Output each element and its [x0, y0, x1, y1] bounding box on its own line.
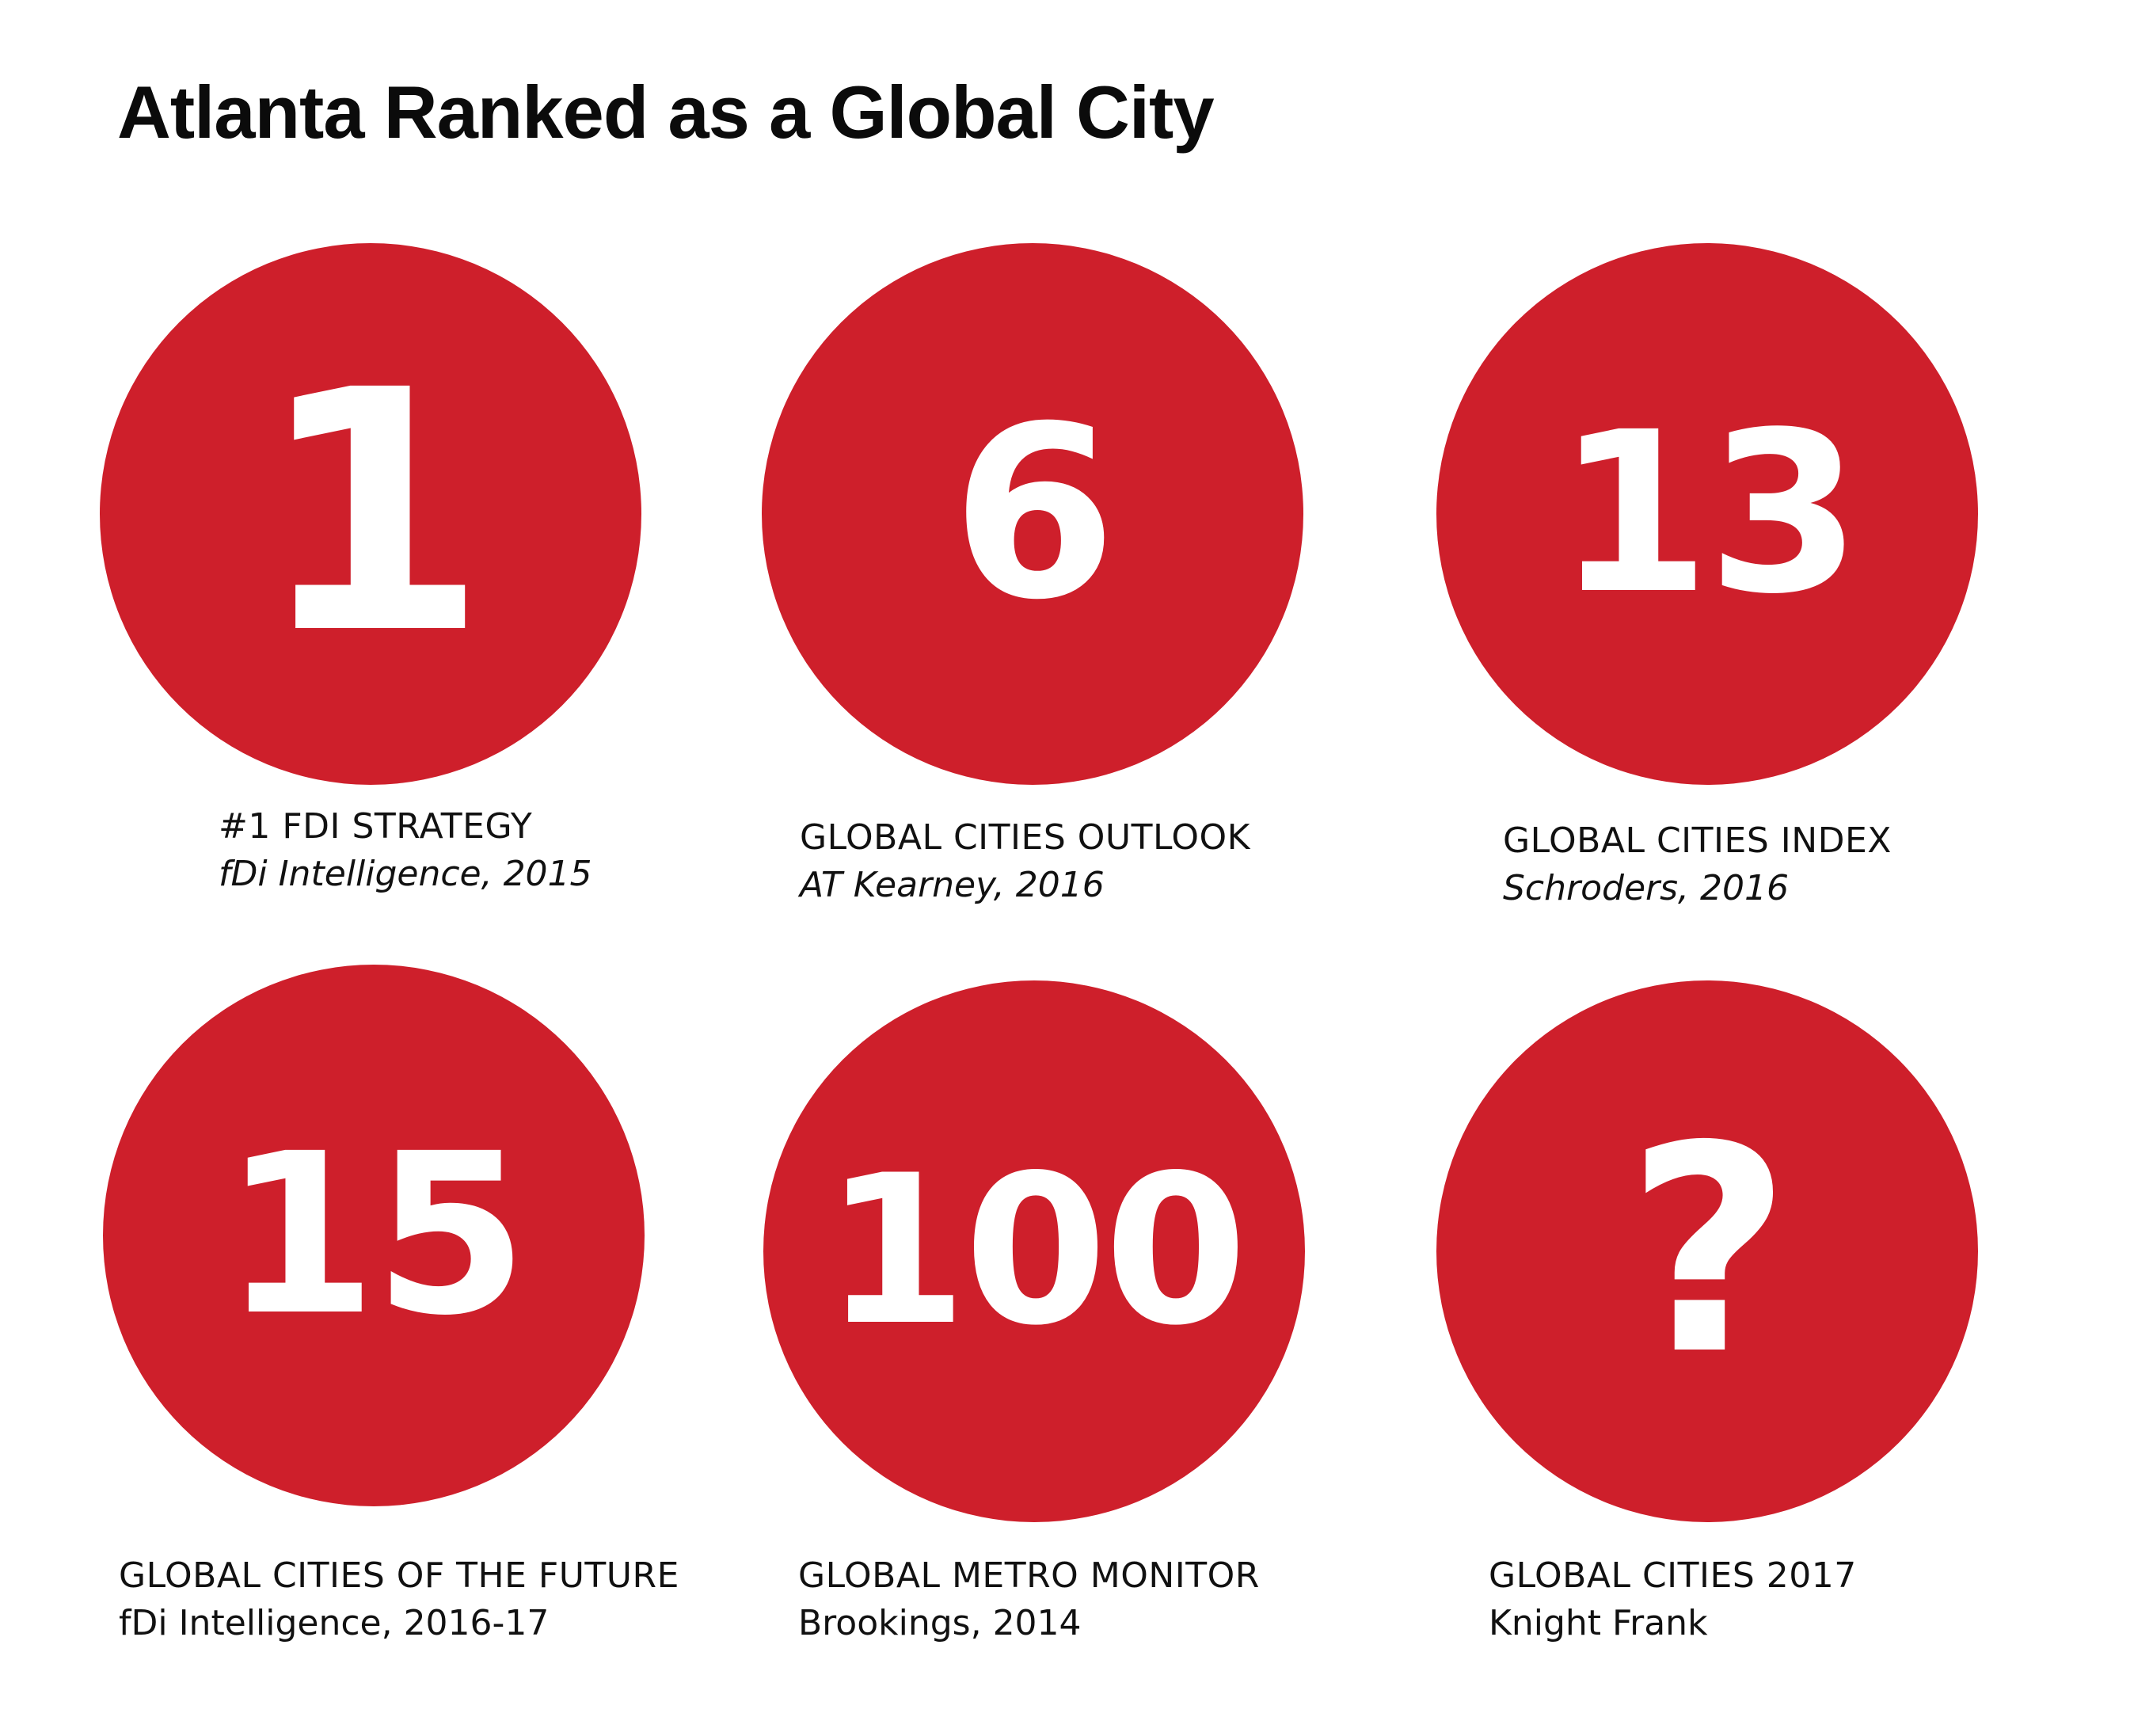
ranking-source: Schroders, 2016	[1503, 868, 1789, 908]
rank-circle-global-cities-2017: ?	[1436, 980, 1978, 1522]
ranking-caption-global-cities-of-the-future: GLOBAL CITIES OF THE FUTURE fDi Intellig…	[119, 1552, 679, 1647]
ranking-caption-global-metro-monitor: GLOBAL METRO MONITOR Brookings, 2014	[798, 1552, 1260, 1647]
ranking-title: GLOBAL CITIES OUTLOOK	[800, 817, 1251, 858]
ranking-source: fDi Intelligence, 2016-17	[119, 1603, 550, 1643]
ranking-caption-global-cities-2017: GLOBAL CITIES 2017 Knight Frank	[1489, 1552, 1857, 1647]
rank-number: 6	[951, 375, 1117, 652]
rank-circle-global-cities-index: 13	[1436, 243, 1978, 785]
ranking-title: #1 FDI STRATEGY	[219, 806, 533, 847]
rank-number: 1	[256, 320, 488, 707]
ranking-source: Knight Frank	[1489, 1603, 1708, 1643]
rank-number: 13	[1556, 385, 1862, 643]
ranking-title: GLOBAL CITIES OF THE FUTURE	[119, 1555, 679, 1596]
rank-number: 100	[824, 1132, 1248, 1371]
ranking-title: GLOBAL METRO MONITOR	[798, 1555, 1260, 1596]
ranking-title: GLOBAL CITIES 2017	[1489, 1555, 1857, 1596]
page-title: Atlanta Ranked as a Global City	[117, 70, 1215, 154]
rank-circle-global-cities-of-the-future: 15	[103, 965, 645, 1506]
rank-circle-global-cities-outlook: 6	[762, 243, 1303, 785]
ranking-title: GLOBAL CITIES INDEX	[1503, 820, 1892, 861]
ranking-source: AT Kearney, 2016	[800, 865, 1105, 905]
ranking-caption-global-cities-index: GLOBAL CITIES INDEX Schroders, 2016	[1503, 817, 1892, 912]
ranking-source: fDi Intelligence, 2015	[219, 854, 592, 894]
question-mark-icon: ?	[1626, 1085, 1792, 1417]
rank-circle-global-metro-monitor: 100	[763, 980, 1305, 1522]
ranking-caption-global-cities-outlook: GLOBAL CITIES OUTLOOK AT Kearney, 2016	[800, 814, 1250, 909]
ranking-source: Brookings, 2014	[798, 1603, 1082, 1643]
rank-number: 15	[223, 1106, 528, 1365]
ranking-caption-fdi-strategy: #1 FDI STRATEGY fDi Intelligence, 2015	[219, 803, 592, 898]
rank-circle-fdi-strategy: 1	[100, 243, 641, 785]
